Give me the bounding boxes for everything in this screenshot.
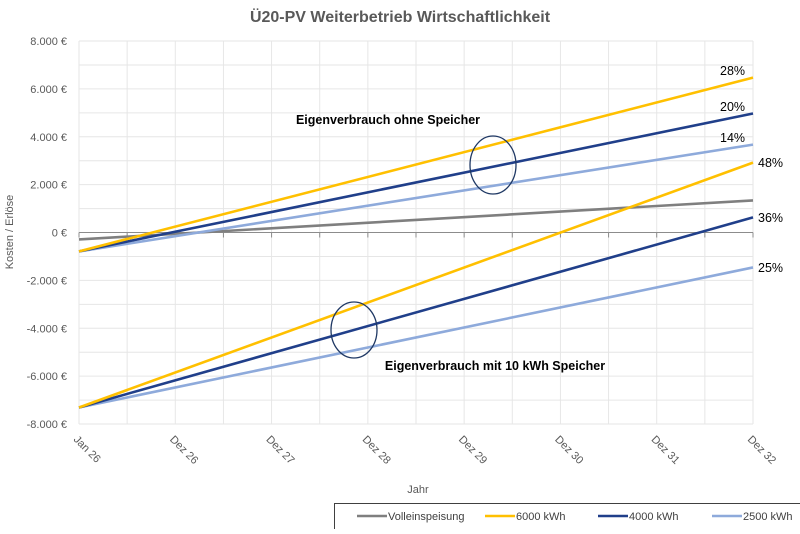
y-tick-label: 2.000 € xyxy=(30,180,67,192)
legend-item-label: 2500 kWh xyxy=(743,511,793,523)
annotation-ohne-speicher: Eigenverbrauch ohne Speicher xyxy=(296,113,480,127)
legend: Volleinspeisung 6000 kWh 4000 kWh 2500 kWh xyxy=(335,504,800,530)
y-tick-label: 8.000 € xyxy=(30,36,67,48)
annotation-mit-speicher: Eigenverbrauch mit 10 kWh Speicher xyxy=(385,359,605,373)
x-tick-label: Dez 29 xyxy=(456,434,489,467)
series-end-label: 28% xyxy=(720,64,745,78)
y-tick-label: 0 € xyxy=(52,228,67,240)
y-axis-ticks: 8.000 € 6.000 € 4.000 € 2.000 € 0 € -2.000 € -… xyxy=(27,36,67,431)
y-tick-label: 6.000 € xyxy=(30,84,67,96)
legend-item-label: Volleinspeisung xyxy=(388,511,464,523)
y-tick-label: -4.000 € xyxy=(27,323,67,335)
x-tick-label: Dez 26 xyxy=(167,434,200,467)
series-end-label: 20% xyxy=(720,100,745,114)
x-tick-label: Dez 28 xyxy=(360,434,393,467)
x-tick-label: Dez 32 xyxy=(745,434,778,467)
x-tick-label: Dez 31 xyxy=(649,434,682,467)
y-tick-label: -8.000 € xyxy=(27,419,67,431)
y-tick-label: -6.000 € xyxy=(27,371,67,383)
chart-title: Ü20-PV Weiterbetrieb Wirtschaftlichkeit xyxy=(250,7,551,26)
y-tick-label: -2.000 € xyxy=(27,275,67,287)
end-labels: 28% 20% 14% 48% 36% 25% xyxy=(720,64,783,275)
series-end-label: 25% xyxy=(758,261,783,275)
x-tick-label: Jan 26 xyxy=(71,434,103,466)
series-end-label: 14% xyxy=(720,131,745,145)
legend-item-label: 4000 kWh xyxy=(629,511,679,523)
legend-item-label: 6000 kWh xyxy=(516,511,566,523)
y-tick-label: 4.000 € xyxy=(30,132,67,144)
x-axis-ticks: Jan 26 Dez 26 Dez 27 Dez 28 Dez 29 Dez 30 Dez … xyxy=(71,434,778,467)
x-axis-label: Jahr xyxy=(407,484,429,496)
x-tick-label: Dez 30 xyxy=(552,434,585,467)
x-tick-label: Dez 27 xyxy=(263,434,296,467)
series-end-label: 48% xyxy=(758,156,783,170)
series-end-label: 36% xyxy=(758,211,783,225)
y-axis-label: Kosten / Erlöse xyxy=(4,195,16,270)
